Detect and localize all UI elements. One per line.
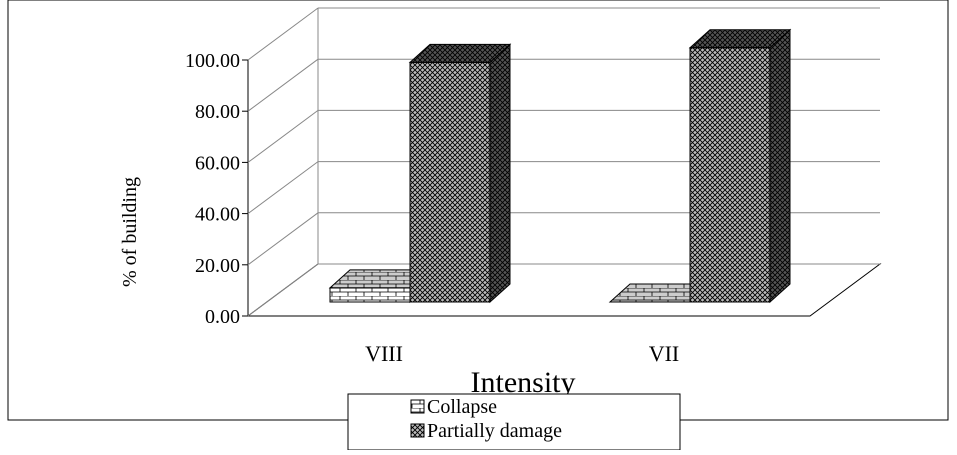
bar-top-pattern (610, 284, 710, 302)
bar-top-pattern (330, 269, 430, 288)
y-tick-label: 0.00 (205, 306, 240, 328)
x-tick-label: VIII (365, 341, 403, 366)
y-axis-title: % of building (119, 177, 141, 287)
bar-side-pattern (490, 44, 510, 302)
legend-swatch-pattern (410, 423, 425, 438)
legend-label: Partially damage (427, 420, 562, 442)
grid-line (247, 263, 319, 317)
y-tick-label: 80.00 (195, 101, 240, 123)
grid-line (247, 7, 319, 61)
bar-pattern (689, 47, 771, 303)
grid-line (247, 212, 319, 266)
bar-side-pattern (770, 29, 790, 303)
bar-top-pattern (410, 44, 510, 63)
y-tick-label: 20.00 (195, 255, 240, 277)
grid-line (247, 161, 319, 215)
bar-pattern (409, 61, 491, 303)
y-tick-label: 40.00 (195, 204, 240, 226)
y-tick-label: 100.00 (185, 50, 240, 72)
legend-label: Collapse (427, 396, 497, 418)
plot-area: 0.00 20.00 40.00 60.00 80.00 100.00 VIII VII (185, 7, 882, 366)
y-tick-label: 60.00 (195, 152, 240, 174)
bar-pattern (329, 287, 411, 303)
legend-swatch-pattern (410, 399, 425, 414)
grid-line (247, 58, 319, 112)
legend-box (347, 393, 681, 451)
bar-top-pattern (690, 29, 790, 48)
x-tick-label: VII (649, 341, 680, 366)
grid-line (247, 109, 319, 163)
